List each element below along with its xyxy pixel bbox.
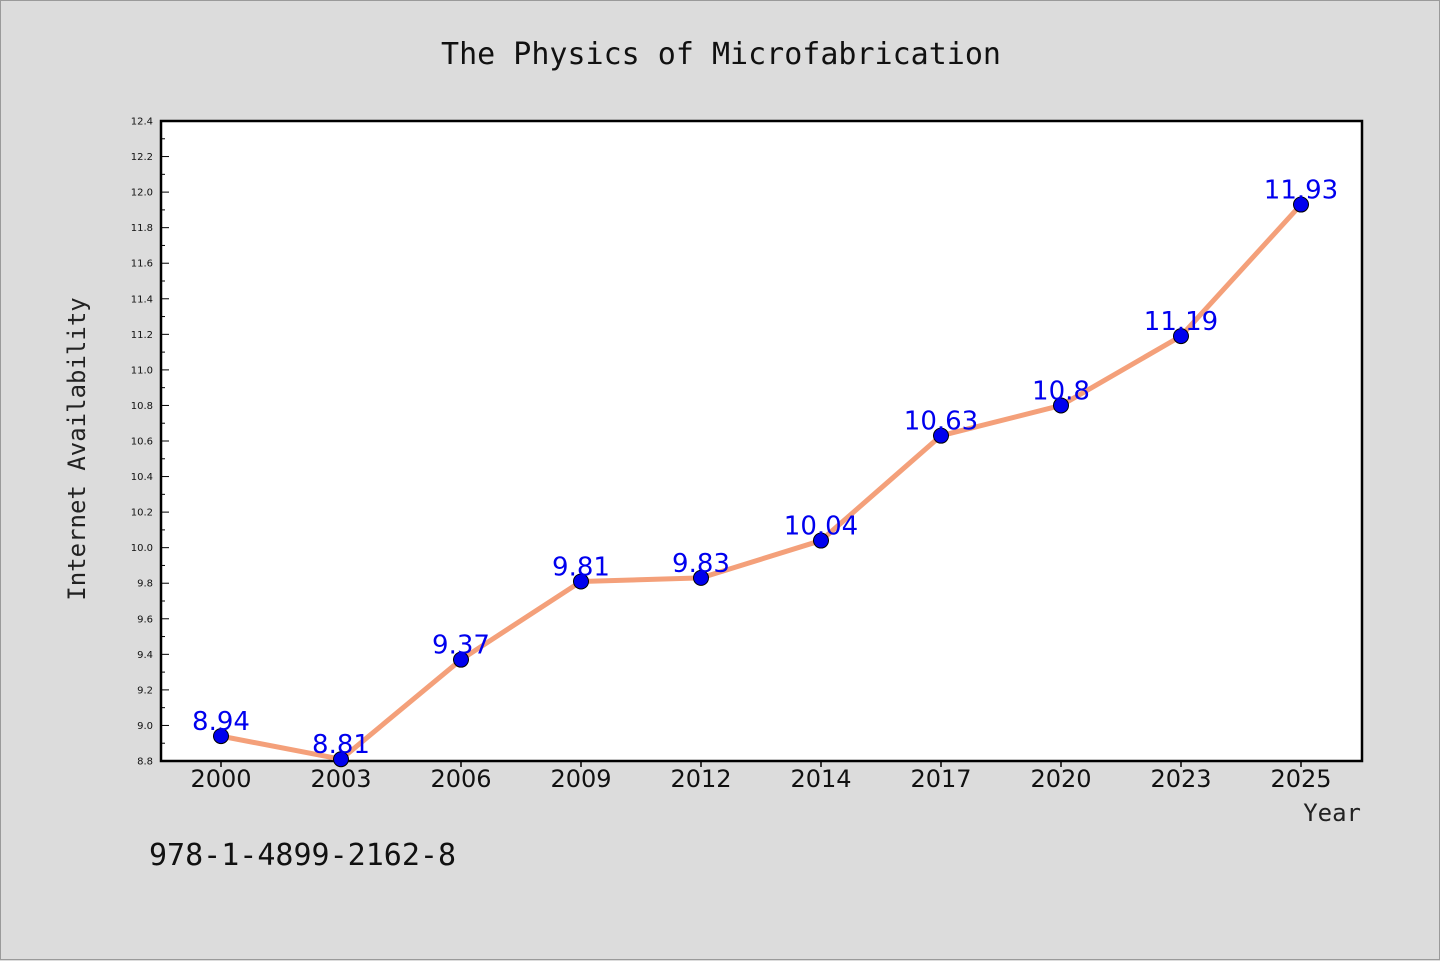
data-point [333, 751, 349, 768]
y-tick-label: 12.2 [131, 152, 153, 163]
data-point [1173, 328, 1189, 345]
data-label: 10.8 [1032, 376, 1090, 406]
y-tick-label: 10.8 [131, 401, 153, 412]
data-point [693, 569, 709, 586]
data-point [453, 651, 469, 668]
y-tick-label: 11.4 [131, 294, 153, 305]
data-label: 8.94 [192, 707, 250, 737]
y-tick-label: 10.0 [131, 543, 153, 554]
y-tick-label: 11.8 [131, 223, 153, 234]
data-label: 10.04 [784, 512, 858, 542]
data-label: 9.81 [552, 552, 610, 582]
data-point [573, 573, 589, 590]
x-axis: 2000 2003 2006 2009 2012 2014 2017 2020 2023 2025 [190, 761, 1332, 793]
y-tick-label: 9.8 [137, 579, 153, 590]
x-tick-label: 2000 [190, 765, 251, 793]
data-label: 10.63 [904, 407, 978, 437]
data-label: 9.37 [432, 631, 490, 661]
y-tick-label: 9.6 [137, 614, 153, 625]
x-tick-label: 2012 [670, 765, 731, 793]
y-tick-label: 10.6 [131, 437, 153, 448]
y-tick-label: 12.0 [131, 188, 153, 199]
data-labels: 8.94 8.81 9.37 9.81 9.83 10.04 10.63 10.8 11.19 1… [192, 176, 1338, 761]
y-tick-label: 11.2 [131, 330, 153, 341]
x-tick-label: 2014 [790, 765, 851, 793]
x-tick-label: 2023 [1150, 765, 1211, 793]
data-label: 8.81 [312, 730, 370, 760]
y-tick-label: 12.4 [131, 117, 153, 128]
plot-area [159, 119, 1364, 763]
y-tick-label: 11.0 [131, 365, 153, 376]
y-tick-label: 9.0 [137, 721, 153, 732]
chart-title: The Physics of Microfabrication [441, 37, 1001, 72]
y-tick-label: 10.2 [131, 508, 153, 519]
x-tick-label: 2025 [1270, 765, 1331, 793]
y-axis: 8.8 9.0 9.2 9.4 9.6 9.8 10.0 10.2 10.4 10.6 10.8 11… [131, 117, 169, 768]
y-tick-label: 10.4 [131, 472, 153, 483]
isbn-text: 978-1-4899-2162-8 [149, 838, 456, 873]
x-tick-label: 2003 [310, 765, 371, 793]
data-label: 9.83 [672, 549, 730, 579]
x-tick-label: 2020 [1030, 765, 1091, 793]
data-point [933, 427, 949, 444]
y-axis-label: Internet Availability [63, 297, 91, 600]
y-tick-label: 8.8 [137, 757, 153, 768]
x-tick-label: 2006 [430, 765, 491, 793]
series-line [220, 202, 1303, 762]
data-point [1293, 196, 1309, 213]
series-markers [213, 196, 1309, 768]
y-tick-label: 9.2 [137, 685, 153, 696]
data-point [813, 532, 829, 549]
data-point [213, 728, 229, 745]
data-point [1053, 397, 1069, 414]
y-tick-label: 9.4 [137, 650, 153, 661]
x-axis-label: Year [1303, 799, 1361, 827]
data-label: 11.93 [1264, 176, 1338, 206]
x-tick-label: 2009 [550, 765, 611, 793]
x-tick-label: 2017 [910, 765, 971, 793]
y-tick-label: 11.6 [131, 259, 153, 270]
data-label: 11.19 [1144, 307, 1218, 337]
